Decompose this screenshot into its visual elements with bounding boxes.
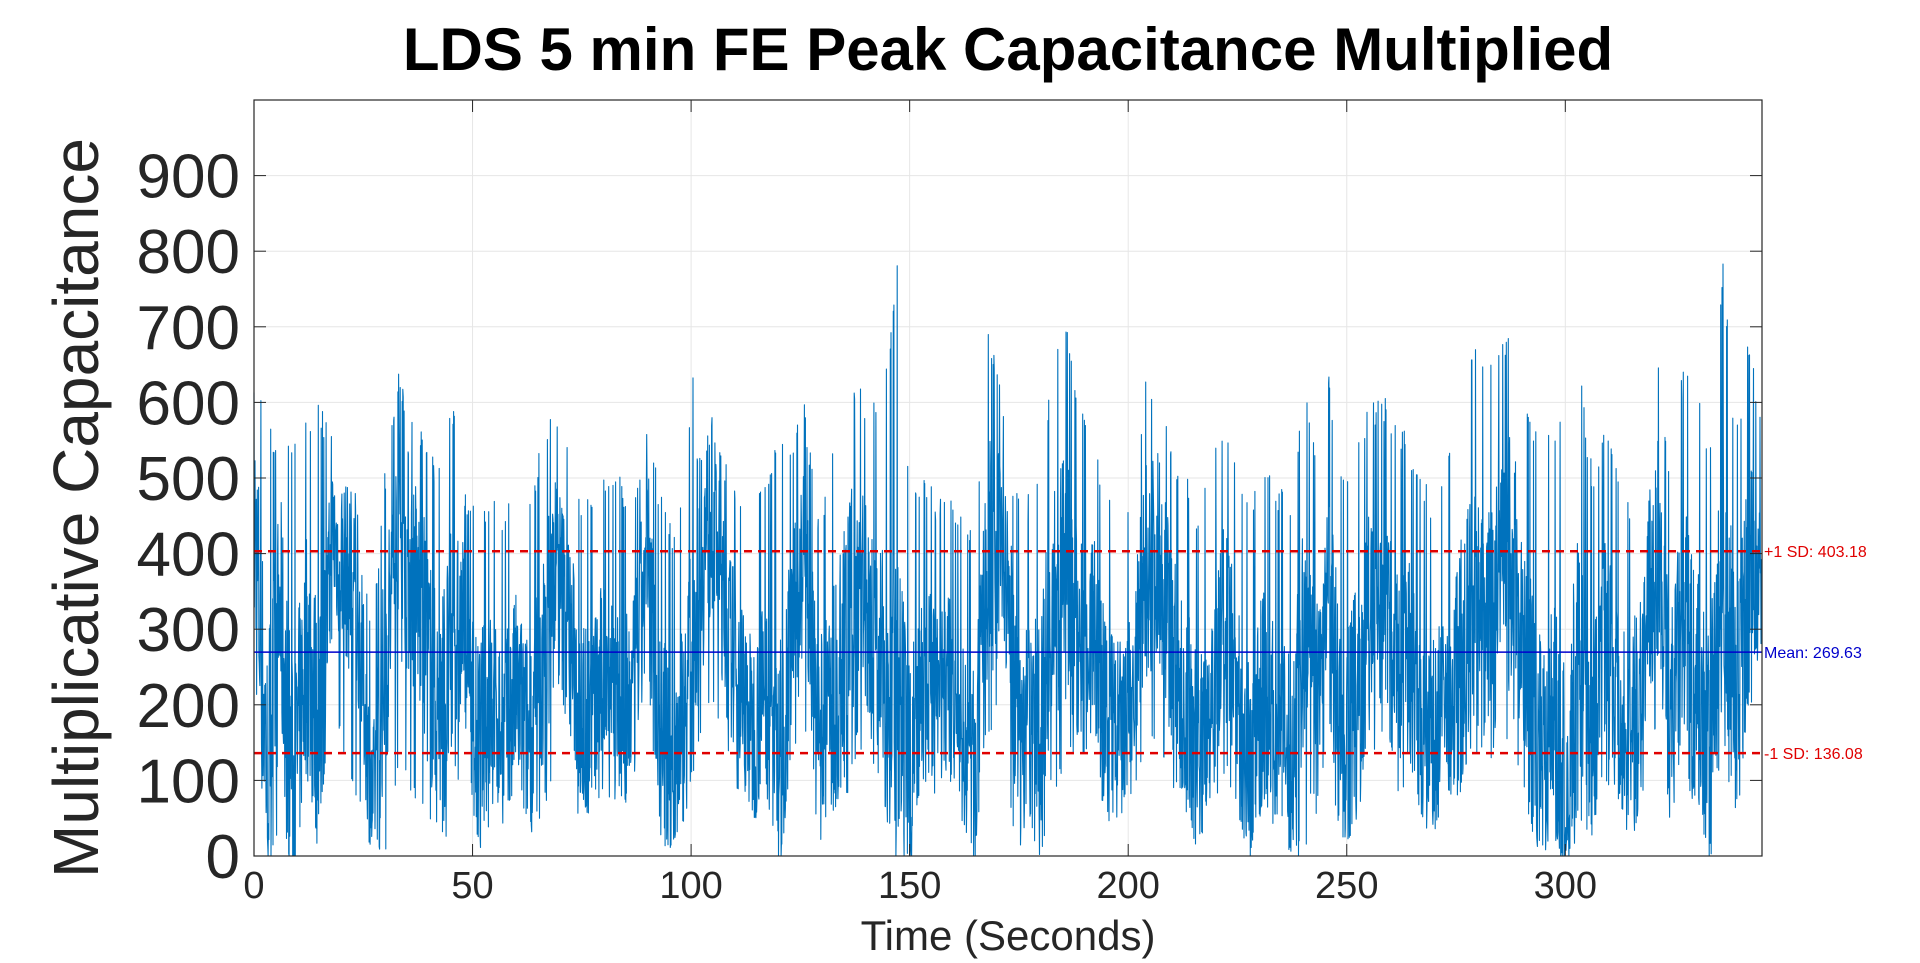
- y-tick-label: 400: [137, 521, 240, 590]
- y-tick-label: 200: [137, 672, 240, 741]
- y-tick-label: 600: [137, 369, 240, 438]
- x-axis-label: Time (Seconds): [861, 912, 1156, 959]
- data-series-line: [253, 263, 1763, 857]
- y-tick-label: 100: [137, 747, 240, 816]
- chart-title: LDS 5 min FE Peak Capacitance Multiplied: [403, 16, 1613, 83]
- y-tick-label: 0: [206, 823, 240, 892]
- x-tick-label: 50: [451, 865, 493, 907]
- x-tick-label: 300: [1534, 865, 1597, 907]
- y-tick-label: 500: [137, 445, 240, 514]
- y-tick-label: 300: [137, 596, 240, 665]
- x-tick-label: 200: [1096, 865, 1159, 907]
- reference-line-label: -1 SD: 136.08: [1764, 746, 1863, 763]
- reference-line-label: Mean: 269.63: [1764, 645, 1862, 662]
- y-tick-label: 700: [137, 294, 240, 363]
- x-tick-label: 100: [659, 865, 722, 907]
- x-tick-label: 150: [878, 865, 941, 907]
- x-tick-label: 250: [1315, 865, 1378, 907]
- y-tick-label: 900: [137, 143, 240, 212]
- y-axis-label: Multiplicative Capacitance: [40, 138, 112, 878]
- y-tick-label: 800: [137, 218, 240, 287]
- reference-line-label: +1 SD: 403.18: [1764, 544, 1867, 561]
- x-tick-label: 0: [243, 865, 264, 907]
- plot-area: +1 SD: 403.18 Mean: 269.63 -1 SD: 136.08 0 5…: [137, 99, 1867, 907]
